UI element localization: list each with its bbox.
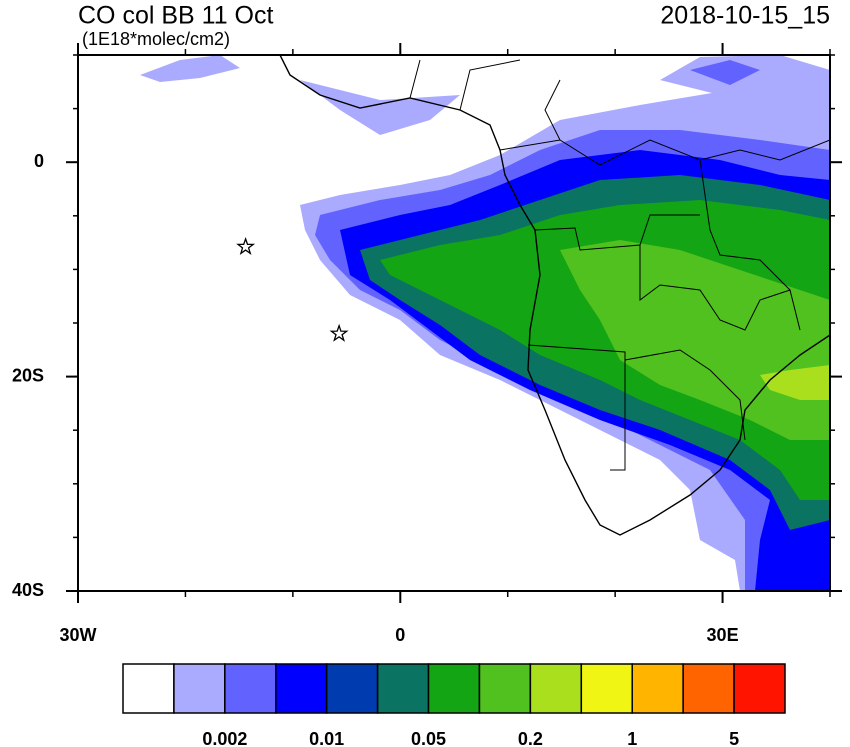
x-tick-label: 30E (707, 625, 739, 645)
colorbar-box (376, 663, 430, 714)
title: CO col BB 11 Oct (78, 2, 273, 30)
colorbar-box (173, 663, 226, 714)
colorbar-label: 5 (729, 729, 739, 747)
field (140, 55, 830, 591)
colorbar-box (631, 663, 684, 714)
x-tick-label: 30W (59, 625, 96, 645)
timestamp: 2018-10-15_15 (660, 2, 830, 30)
y-tick-label: 0 (34, 151, 44, 171)
concentration-region (690, 60, 760, 85)
concentration-region (140, 55, 240, 82)
colorbar-box (122, 663, 175, 714)
colorbar-label: 0.002 (202, 729, 247, 747)
units: (1E18*molec/cm2) (82, 29, 230, 49)
colorbar-box (275, 663, 328, 714)
colorbar-box (325, 663, 379, 714)
colorbar-box (580, 663, 633, 714)
colorbar-label: 0.05 (411, 729, 446, 747)
colorbar-label: 0.2 (518, 729, 543, 747)
y-tick-label: 40S (12, 580, 44, 600)
y-tick-label: 20S (12, 365, 44, 385)
colorbar-box (529, 663, 583, 714)
concentration-region (300, 80, 460, 135)
colorbar-box (478, 663, 532, 714)
colorbar-box (733, 663, 786, 714)
x-tick-label: 0 (395, 625, 405, 645)
colorbar-box (682, 663, 735, 714)
station-marker (236, 236, 256, 256)
colorbar-box (224, 663, 277, 714)
colorbar-label: 1 (627, 729, 637, 747)
colorbar-label: 0.01 (309, 729, 344, 747)
station-marker (329, 323, 349, 342)
colorbar-box (427, 663, 481, 714)
